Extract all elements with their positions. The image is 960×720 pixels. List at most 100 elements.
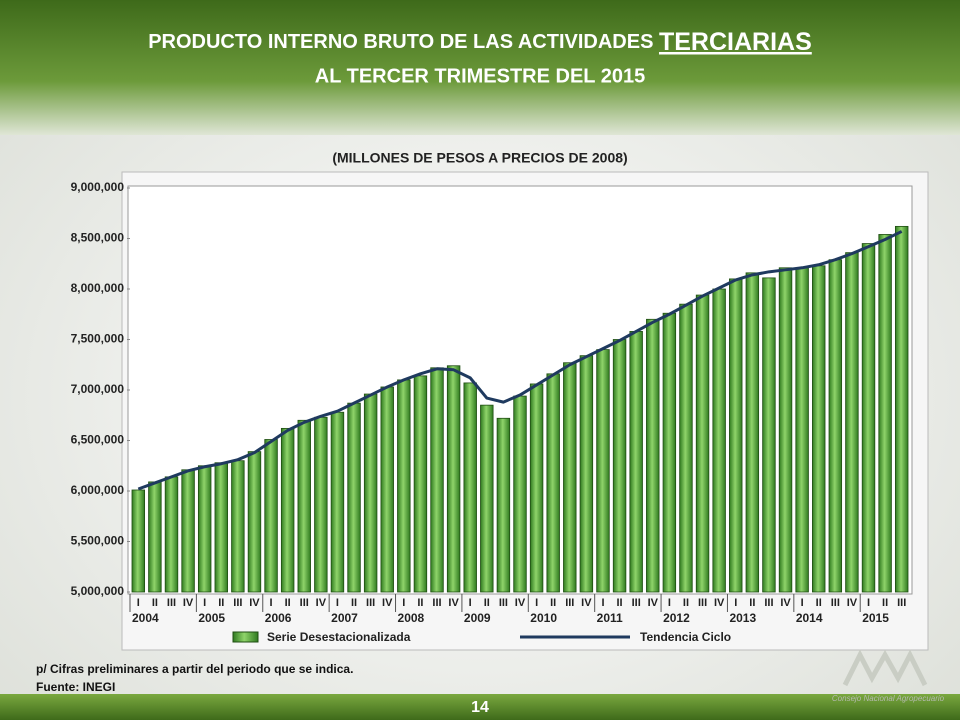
x-tick-label: II	[285, 597, 291, 609]
x-tick-label: IV	[714, 597, 725, 609]
x-tick-label: III	[831, 597, 840, 609]
y-tick-label: 7,500,000	[71, 332, 125, 346]
bar	[812, 265, 826, 593]
x-tick-label: I	[535, 597, 538, 609]
bar	[446, 365, 461, 593]
trend-line	[137, 230, 903, 491]
title-line: AL TERCER TRIMESTRE DEL 2015	[315, 65, 645, 87]
x-tick-label: I	[867, 597, 870, 609]
x-tick-label: IV	[448, 597, 459, 609]
year-label: 2005	[198, 611, 225, 625]
x-tick-label: I	[469, 597, 472, 609]
bar	[363, 393, 378, 593]
bar	[347, 402, 361, 593]
bar	[828, 259, 843, 593]
bar	[430, 367, 444, 593]
x-tick-label: II	[882, 597, 888, 609]
x-tick-label: II	[550, 597, 556, 609]
bar	[131, 489, 146, 593]
year-label: 2004	[132, 611, 159, 625]
bar	[314, 416, 328, 593]
x-tick-label: II	[351, 597, 357, 609]
footnote: p/ Cifras preliminares a partir del peri…	[36, 662, 353, 676]
x-tick-label: I	[336, 597, 339, 609]
bar	[247, 451, 262, 593]
y-tick-label: 6,500,000	[71, 433, 125, 447]
legend-swatch	[232, 631, 259, 643]
bar	[280, 427, 295, 593]
bar	[662, 312, 677, 593]
x-tick-label: IV	[648, 597, 659, 609]
x-tick-label: II	[152, 597, 158, 609]
x-tick-label: I	[601, 597, 604, 609]
bar	[878, 234, 892, 593]
title-emphasis: TERCIARIAS	[659, 28, 812, 56]
x-tick-label: IV	[316, 597, 327, 609]
legend-label: Serie Desestacionalizada	[267, 630, 411, 644]
bar	[596, 349, 610, 593]
x-tick-label: II	[683, 597, 689, 609]
x-tick-label: III	[764, 597, 773, 609]
x-tick-label: III	[233, 597, 242, 609]
title: PRODUCTO INTERNO BRUTO DE LAS ACTIVIDADE…	[148, 28, 812, 56]
x-tick-label: III	[300, 597, 309, 609]
logo	[842, 649, 928, 687]
page-number: 14	[471, 699, 489, 716]
bar	[762, 277, 776, 593]
year-label: 2008	[398, 611, 425, 625]
x-tick-label: III	[565, 597, 574, 609]
bar	[894, 225, 909, 593]
x-tick-label: III	[432, 597, 441, 609]
x-tick-label: III	[167, 597, 176, 609]
year-label: 2010	[530, 611, 557, 625]
bar	[845, 252, 859, 593]
bar	[646, 318, 660, 593]
bar	[264, 439, 278, 593]
bar	[745, 272, 760, 593]
bar	[513, 395, 527, 593]
x-tick-label: II	[816, 597, 822, 609]
bar	[197, 465, 212, 593]
x-tick-label: IV	[847, 597, 858, 609]
y-tick-label: 5,000,000	[71, 584, 125, 598]
source: Fuente: INEGI	[36, 680, 115, 694]
bar	[148, 481, 162, 593]
year-label: 2006	[265, 611, 292, 625]
bar	[231, 460, 245, 593]
x-tick-label: IV	[183, 597, 194, 609]
x-tick-label: III	[499, 597, 508, 609]
header-band	[0, 0, 960, 135]
year-label: 2013	[729, 611, 756, 625]
x-tick-label: I	[203, 597, 206, 609]
x-tick-label: III	[897, 597, 906, 609]
footer-band	[0, 694, 960, 720]
bar	[546, 373, 560, 593]
bar	[679, 303, 693, 593]
title-line: PRODUCTO INTERNO BRUTO DE LAS ACTIVIDADE…	[148, 31, 653, 53]
bar	[164, 476, 179, 593]
bar	[729, 278, 743, 593]
year-label: 2015	[862, 611, 889, 625]
x-tick-label: I	[801, 597, 804, 609]
x-tick-label: I	[734, 597, 737, 609]
x-tick-label: I	[270, 597, 273, 609]
bar	[181, 469, 195, 593]
year-label: 2009	[464, 611, 491, 625]
x-tick-label: II	[218, 597, 224, 609]
year-label: 2014	[796, 611, 823, 625]
bar	[496, 417, 511, 593]
bar	[330, 411, 345, 593]
bar	[612, 339, 627, 593]
x-tick-label: IV	[780, 597, 791, 609]
bar	[695, 294, 710, 593]
bar	[795, 267, 809, 593]
bar	[861, 243, 876, 593]
bar	[413, 375, 428, 593]
x-tick-label: IV	[249, 597, 260, 609]
x-tick-label: I	[402, 597, 405, 609]
x-tick-label: IV	[581, 597, 592, 609]
legend-label: Tendencia Ciclo	[640, 630, 731, 644]
y-tick-label: 8,000,000	[71, 281, 125, 295]
